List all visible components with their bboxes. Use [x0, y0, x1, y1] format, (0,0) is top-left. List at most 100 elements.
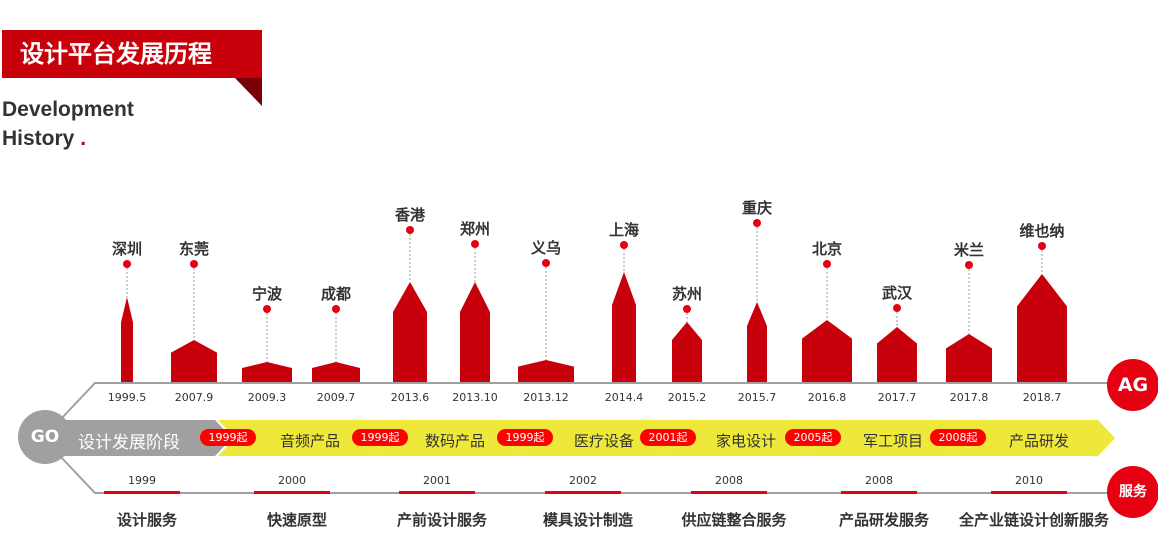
service-year: 1999 [128, 474, 156, 487]
service-badge: 服务 [1107, 466, 1158, 518]
city-date: 2013.6 [390, 391, 430, 404]
city-dot [123, 260, 131, 268]
stage-since-pill: 1999起 [200, 429, 256, 446]
city-landmark-icon [946, 334, 992, 382]
city-label: 郑州 [459, 220, 491, 238]
stage-since-pill: 2005起 [785, 429, 841, 446]
service-label: 全产业链设计创新服务 [958, 511, 1110, 529]
service-marker [841, 491, 917, 494]
city-date: 2009.7 [316, 391, 356, 404]
city-label: 宁波 [251, 285, 283, 303]
subtitle-line2: History [2, 127, 75, 150]
service-marker [545, 491, 621, 494]
city-dot [620, 241, 628, 249]
city-date: 2017.7 [877, 391, 917, 404]
city-date: 2013.10 [452, 391, 498, 404]
stage-chevron [218, 420, 387, 456]
stage-since-pill: 1999起 [497, 429, 553, 446]
city-date: 2007.9 [174, 391, 214, 404]
city-dot [753, 219, 761, 227]
city-date: 2017.8 [949, 391, 989, 404]
subtitle-dot: . [80, 127, 87, 150]
city-landmark-icon [393, 282, 427, 382]
city-label: 米兰 [953, 241, 985, 259]
stage-label: 家电设计 [715, 432, 777, 450]
service-year: 2001 [423, 474, 451, 487]
stage-label: 数码产品 [424, 432, 486, 450]
city-dot [893, 304, 901, 312]
service-label: 供应链整合服务 [681, 511, 787, 529]
service-marker [991, 491, 1067, 494]
city-landmark-icon [802, 320, 852, 382]
subtitle-line1: Development [2, 98, 134, 121]
go-badge: GO [18, 410, 72, 464]
stage-label: 医疗设备 [573, 432, 635, 450]
city-label: 成都 [320, 285, 352, 303]
city-date: 2013.12 [523, 391, 569, 404]
city-date: 1999.5 [107, 391, 147, 404]
city-label: 武汉 [881, 284, 913, 302]
city-date: 2015.2 [667, 391, 707, 404]
stage-since-pill: 1999起 [352, 429, 408, 446]
stage-header-band [45, 420, 232, 456]
service-year: 2000 [278, 474, 306, 487]
city-label: 维也纳 [1019, 222, 1065, 240]
service-label: 产品研发服务 [838, 511, 930, 529]
stage-label: 军工项目 [862, 432, 924, 450]
city-label: 东莞 [178, 240, 210, 258]
city-date: 2018.7 [1022, 391, 1062, 404]
ag-badge: AG [1107, 359, 1158, 411]
city-dot [406, 226, 414, 234]
city-label: 香港 [394, 206, 426, 224]
service-label: 快速原型 [266, 511, 328, 529]
city-label: 义乌 [530, 239, 562, 257]
city-dot [965, 261, 973, 269]
page-title: 设计平台发展历程 [2, 30, 262, 78]
city-dot [263, 305, 271, 313]
city-date: 2016.8 [807, 391, 847, 404]
city-label: 北京 [811, 240, 843, 258]
stage-chevron [803, 420, 965, 456]
service-year: 2008 [865, 474, 893, 487]
city-label: 深圳 [111, 240, 143, 258]
city-dot [683, 305, 691, 313]
stage-chevron [515, 420, 675, 456]
service-year: 2002 [569, 474, 597, 487]
city-dot [1038, 242, 1046, 250]
city-label: 重庆 [741, 199, 773, 217]
city-landmark-icon [312, 362, 360, 382]
service-label: 设计服务 [116, 511, 178, 529]
city-landmark-icon [121, 297, 133, 382]
city-dot [542, 259, 550, 267]
city-landmark-icon [518, 360, 574, 382]
city-dot [823, 260, 831, 268]
stage-label: 音频产品 [279, 432, 341, 450]
service-label: 模具设计制造 [542, 511, 634, 529]
stage-chevron [658, 420, 820, 456]
stage-since-pill: 2008起 [930, 429, 986, 446]
city-landmark-icon [672, 322, 702, 382]
city-landmark-icon [877, 327, 917, 382]
stage-since-pill: 2001起 [640, 429, 696, 446]
city-landmark-icon [612, 272, 636, 382]
city-dot [471, 240, 479, 248]
service-label: 产前设计服务 [396, 511, 488, 529]
city-landmark-icon [242, 362, 292, 382]
city-landmark-icon [171, 340, 217, 382]
city-label: 上海 [608, 221, 640, 239]
bottom-timeline-line [59, 455, 1110, 494]
city-date: 2014.4 [604, 391, 644, 404]
city-dot [190, 260, 198, 268]
city-date: 2015.7 [737, 391, 777, 404]
banner-fold [235, 78, 262, 106]
stage-chevron [370, 420, 532, 456]
service-marker [104, 491, 180, 494]
city-date: 2009.3 [247, 391, 287, 404]
stage-label: 产品研发 [1008, 432, 1070, 450]
service-marker [399, 491, 475, 494]
city-dot [332, 305, 340, 313]
city-landmark-icon [747, 302, 767, 382]
stage-chevron [948, 420, 1115, 456]
service-year: 2008 [715, 474, 743, 487]
